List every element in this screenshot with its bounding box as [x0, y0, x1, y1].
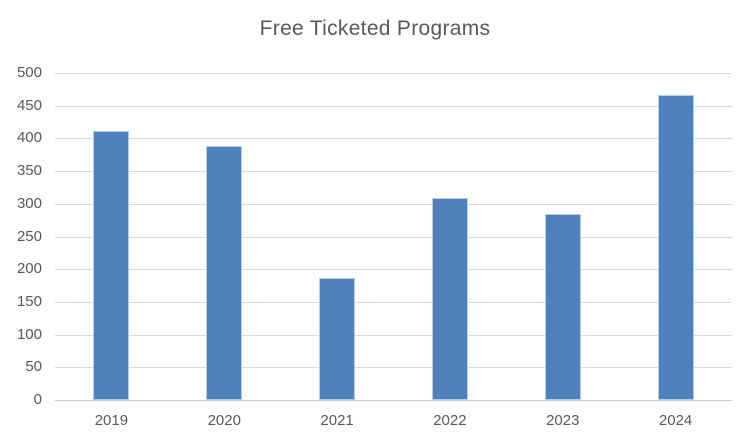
y-axis-tick-label-200: 200: [16, 260, 42, 278]
chart-title: Free Ticketed Programs: [259, 17, 491, 40]
x-axis-tick-label-2021: 2021: [320, 412, 354, 429]
gridline-y-250: [55, 236, 732, 238]
y-axis-tick-label-450: 450: [16, 96, 42, 114]
y-axis-tick-label-150: 150: [16, 292, 42, 310]
x-axis-tick-label-2024: 2024: [658, 412, 693, 429]
y-axis-tick-label-0: 0: [33, 391, 42, 408]
x-axis-tick-label-2019: 2019: [94, 412, 129, 429]
gridline-y-450: [55, 105, 732, 107]
gridline-y-150: [55, 301, 732, 303]
bar-2021: [319, 277, 356, 400]
gridline-y-100: [55, 334, 732, 336]
gridline-y-500: [55, 73, 732, 74]
plot-area: [55, 73, 732, 401]
x-axis-line: [55, 400, 732, 401]
gridline-y-50: [55, 367, 732, 369]
bar-2022: [431, 197, 468, 400]
bar-2020: [206, 146, 243, 400]
x-axis-tick-label-2022: 2022: [433, 412, 467, 429]
x-axis-tick-label-2020: 2020: [207, 412, 241, 429]
gridline-y-300: [55, 203, 732, 205]
y-axis-tick-label-100: 100: [16, 325, 42, 343]
y-axis-tick-label-50: 50: [25, 358, 42, 376]
gridline-y-200: [55, 269, 732, 271]
y-axis-tick-label-500: 500: [16, 64, 42, 81]
y-axis-tick-label-350: 350: [16, 162, 42, 180]
bar-2023: [544, 213, 581, 400]
y-axis-tick-label-250: 250: [16, 227, 42, 245]
bar-2024: [657, 95, 694, 400]
y-axis-tick-label-300: 300: [16, 194, 42, 212]
gridline-y-350: [55, 171, 732, 173]
gridline-y-400: [55, 138, 732, 140]
y-axis-tick-label-400: 400: [16, 129, 42, 147]
bar-2019: [93, 130, 130, 400]
x-axis-tick-label-2023: 2023: [546, 412, 580, 429]
